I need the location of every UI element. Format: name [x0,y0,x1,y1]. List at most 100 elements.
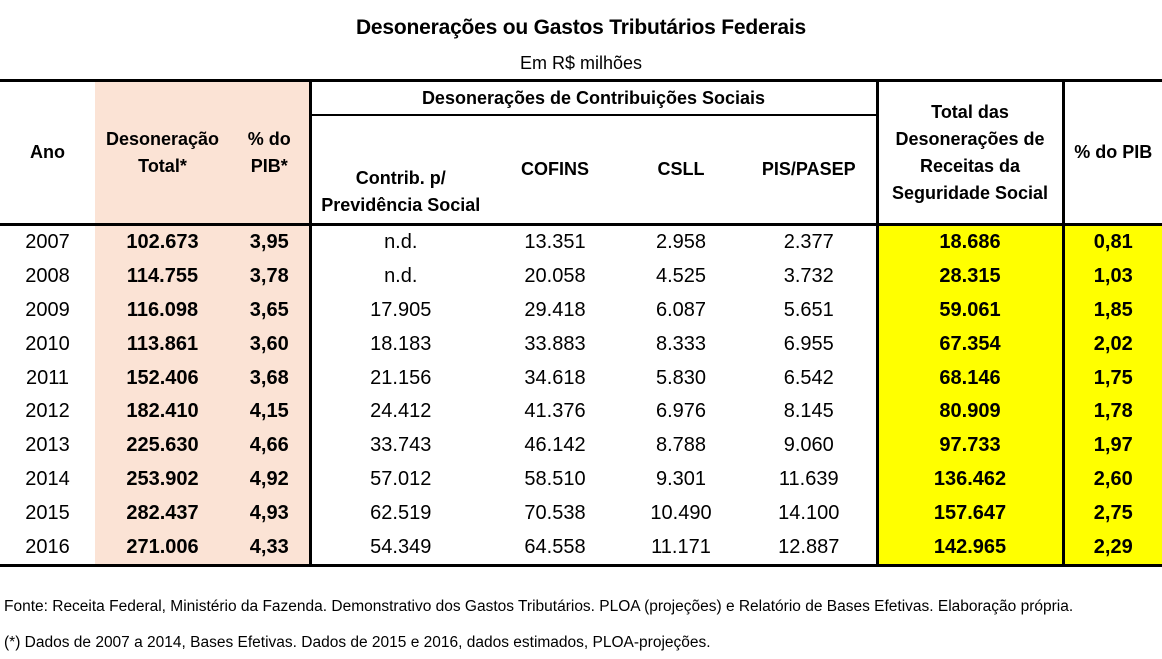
cell-pct-pib: 3,95 [230,224,310,260]
cell-pct-pib-2: 1,97 [1061,428,1162,463]
cell-pct-pib: 4,15 [230,394,310,429]
header-total-seguridade: Total das Desonerações de Receitas da Se… [875,79,1063,226]
header-pct-pib-line2: PIB* [250,155,288,176]
cell-ano: 2014 [25,467,70,490]
cell-pct-pib-2: 1,85 [1061,293,1162,328]
cell-cofins: 46.142 [524,434,586,457]
cell-desoneracao-total: 152.406 [95,361,230,395]
cell-pis-pasep: 2.377 [783,231,834,254]
header-total-line3: Receitas da [919,155,1021,176]
cell-desoneracao-total: 182.410 [95,394,230,429]
cell-csll: 8.333 [655,332,707,355]
cell-pct-pib: 4,33 [230,530,310,567]
table-row: 2015 282.437 4,93 62.519 70.538 10.490 14.100 1… [0,496,1162,531]
cell-cofins: 64.558 [490,530,620,567]
cell-desoneracao-total: 113.861 [95,327,230,362]
cell-ano: 2010 [25,332,70,355]
cell-total-seguridade: 80.909 [875,394,1063,429]
page-title: Desonerações ou Gastos Tributários Feder… [355,16,807,39]
cell-pct-pib-2: 2,29 [1061,530,1162,567]
cell-contrib-previdencia: 54.349 [308,530,490,567]
cell-ano: 2012 [25,400,70,423]
cell-total-seguridade: 67.354 [875,327,1063,362]
cell-desoneracao-total: 253.902 [95,462,230,497]
header-desoneracao-total-line2: Total* [138,155,187,176]
cell-pct-pib: 3,78 [230,259,310,294]
header-group-contribuicoes: Desonerações de Contribuições Sociais [308,79,877,116]
cell-pct-pib-2: 0,81 [1061,224,1162,260]
cell-cofins: 33.883 [524,332,586,355]
cell-pct-pib: 3,68 [230,361,310,395]
cell-desoneracao-total: 282.437 [95,496,230,531]
cell-cofins: 20.058 [524,265,586,288]
cell-pct-pib-2: 2,75 [1061,496,1162,531]
header-pct-pib: % do PIB* [230,79,310,226]
table-row: 2011 152.406 3,68 21.156 34.618 5.830 6.542 68.… [0,361,1162,395]
header-total-line2: Desonerações de [895,128,1045,149]
cell-contrib-previdencia: 18.183 [308,327,490,362]
cell-total-seguridade: 68.146 [875,361,1063,395]
cell-pis-pasep: 14.100 [778,501,840,524]
tax-expenditure-table: Ano Desoneração Total* % do PIB* Desoner… [0,79,1162,567]
cell-pis-pasep: 6.542 [783,366,834,389]
table-row: 2010 113.861 3,60 18.183 33.883 8.333 6.955 67.… [0,327,1162,362]
cell-desoneracao-total: 116.098 [95,293,230,328]
cell-cofins: 58.510 [524,467,586,490]
cell-total-seguridade: 142.965 [875,530,1063,567]
footnote-fonte: Fonte: Receita Federal, Ministério da Fa… [4,598,1074,615]
cell-desoneracao-total: 271.006 [95,530,230,567]
cell-total-seguridade: 97.733 [875,428,1063,463]
cell-contrib-previdencia: 24.412 [308,394,490,429]
cell-ano: 2013 [25,434,70,457]
cell-desoneracao-total: 102.673 [95,224,230,260]
table-row: 2012 182.410 4,15 24.412 41.376 6.976 8.145 80.… [0,394,1162,429]
cell-contrib-previdencia: n.d. [308,259,490,294]
cell-csll: 2.958 [655,231,707,254]
cell-csll: 4.525 [655,265,707,288]
cell-total-seguridade: 18.686 [875,224,1063,260]
cell-csll: 6.976 [655,400,707,423]
cell-pis-pasep: 8.145 [783,400,834,423]
cell-ano: 2011 [25,366,69,389]
table-body: 2007 102.673 3,95 n.d. 13.351 2.958 2.377 18.68… [0,224,1162,567]
cell-desoneracao-total: 225.630 [95,428,230,463]
table-row: 2007 102.673 3,95 n.d. 13.351 2.958 2.377 18.68… [0,224,1162,260]
cell-ano: 2007 [25,231,70,254]
table-row: 2013 225.630 4,66 33.743 46.142 8.788 9.060 97.… [0,428,1162,463]
cell-csll: 8.788 [655,434,707,457]
cell-pct-pib-2: 2,02 [1061,327,1162,362]
cell-pis-pasep: 5.651 [783,298,834,321]
cell-total-seguridade: 157.647 [875,496,1063,531]
cell-pct-pib: 4,93 [230,496,310,531]
cell-contrib-previdencia: 21.156 [308,361,490,395]
cell-cofins: 70.538 [524,501,586,524]
cell-csll: 9.301 [655,467,707,490]
cell-desoneracao-total: 114.755 [95,259,230,294]
cell-pis-pasep: 12.887 [742,530,877,567]
cell-contrib-previdencia: 33.743 [308,428,490,463]
cell-contrib-previdencia: n.d. [308,224,490,260]
header-pct-pib-line1: % do [247,128,291,149]
cell-pct-pib: 3,60 [230,327,310,362]
cell-csll: 11.171 [620,530,742,567]
page-subtitle: Em R$ milhões [519,53,643,73]
table-row: 2016 271.006 4,33 54.349 64.558 11.171 12.887 1… [0,530,1162,567]
cell-ano: 2016 [0,530,95,567]
header-contrib-line2: Previdência Social [321,195,481,215]
cell-ano: 2015 [25,501,70,524]
cell-csll: 6.087 [655,298,707,321]
header-total-line1: Total das [931,101,1009,122]
cell-cofins: 41.376 [524,400,586,423]
cell-pct-pib: 3,65 [230,293,310,328]
cell-pis-pasep: 9.060 [783,434,834,457]
cell-pct-pib-2: 1,03 [1061,259,1162,294]
header-csll: CSLL [620,115,742,226]
header-total-line4: Seguridade Social [891,182,1049,203]
cell-cofins: 34.618 [524,366,586,389]
cell-contrib-previdencia: 62.519 [308,496,490,531]
cell-contrib-previdencia: 57.012 [308,462,490,497]
footnote-nota: (*) Dados de 2007 a 2014, Bases Efetivas… [4,634,711,651]
header-contrib-line1: Contrib. p/ [355,168,446,188]
cell-total-seguridade: 136.462 [875,462,1063,497]
cell-pis-pasep: 3.732 [783,265,834,288]
